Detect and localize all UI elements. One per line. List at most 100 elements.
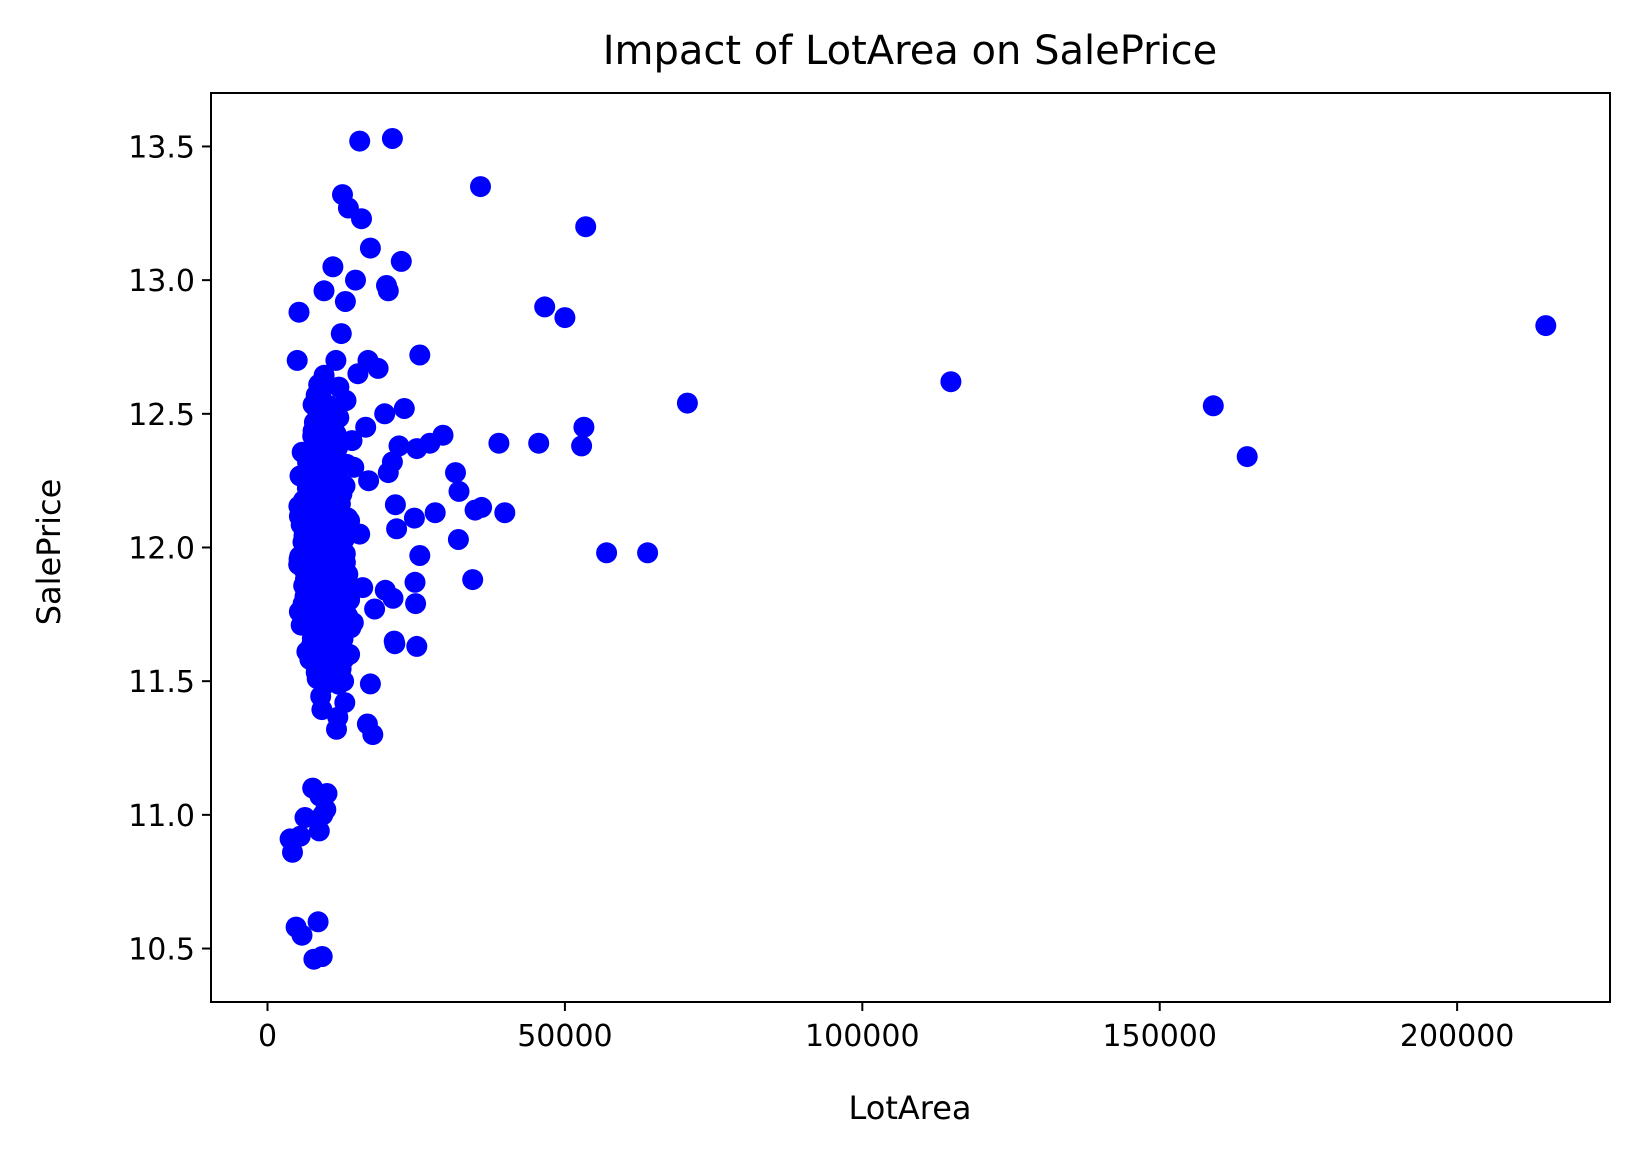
data-point xyxy=(313,280,335,302)
y-tick-label: 11.5 xyxy=(128,665,195,700)
data-point xyxy=(1202,395,1224,417)
data-point xyxy=(386,518,408,540)
data-point xyxy=(304,476,326,498)
y-axis-label: SalePrice xyxy=(30,479,68,626)
data-point xyxy=(327,537,349,558)
data-point xyxy=(364,598,386,620)
data-point xyxy=(331,483,353,505)
data-point xyxy=(404,571,426,593)
data-point xyxy=(359,237,381,259)
data-point xyxy=(334,291,356,312)
data-point xyxy=(377,280,399,302)
data-point xyxy=(313,364,335,386)
x-axis: 0 50000 100000 150000 200000 xyxy=(258,1002,1514,1054)
data-point xyxy=(352,577,374,599)
data-point xyxy=(301,596,323,618)
chart-title: Impact of LotArea on SalePrice xyxy=(603,28,1218,74)
data-point xyxy=(308,820,330,842)
data-point xyxy=(294,807,316,828)
data-point xyxy=(367,357,389,379)
data-point xyxy=(347,363,369,385)
y-tick-label: 13.5 xyxy=(128,130,195,165)
y-tick-label: 10.5 xyxy=(128,933,195,968)
data-point xyxy=(471,496,493,518)
data-point xyxy=(326,718,347,740)
data-point xyxy=(335,390,357,411)
data-point xyxy=(333,670,355,692)
data-point xyxy=(390,250,412,272)
data-point xyxy=(384,633,406,655)
data-point xyxy=(384,494,406,516)
data-point xyxy=(305,384,327,406)
data-point xyxy=(325,349,347,371)
data-point xyxy=(409,545,431,566)
data-point xyxy=(488,432,510,454)
data-point xyxy=(307,628,329,650)
data-point xyxy=(343,456,365,478)
data-point xyxy=(323,630,345,652)
data-point xyxy=(575,216,597,238)
data-point xyxy=(381,128,403,149)
y-tick-label: 12.0 xyxy=(128,532,195,567)
data-point xyxy=(382,587,404,609)
data-point xyxy=(295,497,316,519)
data-point xyxy=(637,542,659,564)
data-point xyxy=(341,430,363,452)
x-tick-label: 200000 xyxy=(1400,1019,1515,1054)
data-point xyxy=(447,529,469,550)
data-point xyxy=(403,507,425,529)
data-point xyxy=(325,433,347,455)
data-point xyxy=(359,673,381,695)
data-point xyxy=(351,208,372,230)
data-point xyxy=(470,176,491,198)
data-point xyxy=(424,502,446,524)
data-point xyxy=(374,403,396,425)
y-tick-label: 12.5 xyxy=(128,398,195,433)
data-point xyxy=(320,592,342,614)
data-point xyxy=(1535,315,1557,337)
x-tick-label: 100000 xyxy=(805,1019,920,1054)
data-point xyxy=(290,514,312,536)
data-point xyxy=(406,438,428,460)
data-point xyxy=(330,323,352,345)
data-point xyxy=(312,804,334,826)
data-point xyxy=(1236,446,1258,468)
data-point xyxy=(304,546,326,568)
data-point xyxy=(571,435,593,457)
data-point xyxy=(940,371,962,393)
plot-area xyxy=(279,128,1557,970)
data-point xyxy=(534,296,556,318)
data-point xyxy=(405,593,427,615)
data-point xyxy=(362,724,384,746)
data-point xyxy=(377,462,399,484)
data-point xyxy=(358,470,380,492)
data-point xyxy=(596,542,618,564)
data-point xyxy=(286,349,308,371)
x-tick-label: 50000 xyxy=(517,1019,612,1054)
y-axis: 10.5 11.0 11.5 12.0 12.5 13.0 13.5 xyxy=(128,130,211,968)
data-point xyxy=(302,777,324,799)
x-tick-label: 150000 xyxy=(1102,1019,1217,1054)
data-point xyxy=(388,435,410,457)
data-point xyxy=(307,911,329,933)
data-point xyxy=(573,416,595,438)
data-point xyxy=(315,497,337,519)
data-point xyxy=(305,458,327,480)
data-point xyxy=(445,462,466,484)
data-point xyxy=(349,130,371,152)
data-point xyxy=(322,256,344,278)
data-point xyxy=(349,523,371,545)
data-point xyxy=(406,635,428,657)
data-point xyxy=(291,924,313,946)
data-point xyxy=(462,569,484,591)
data-point xyxy=(334,692,356,714)
x-tick-label: 0 xyxy=(258,1019,277,1054)
data-point xyxy=(554,307,576,329)
data-point xyxy=(494,502,516,524)
data-point xyxy=(311,946,333,967)
data-point xyxy=(313,512,335,534)
y-tick-label: 11.0 xyxy=(128,799,195,834)
x-axis-label: LotArea xyxy=(848,1089,971,1127)
